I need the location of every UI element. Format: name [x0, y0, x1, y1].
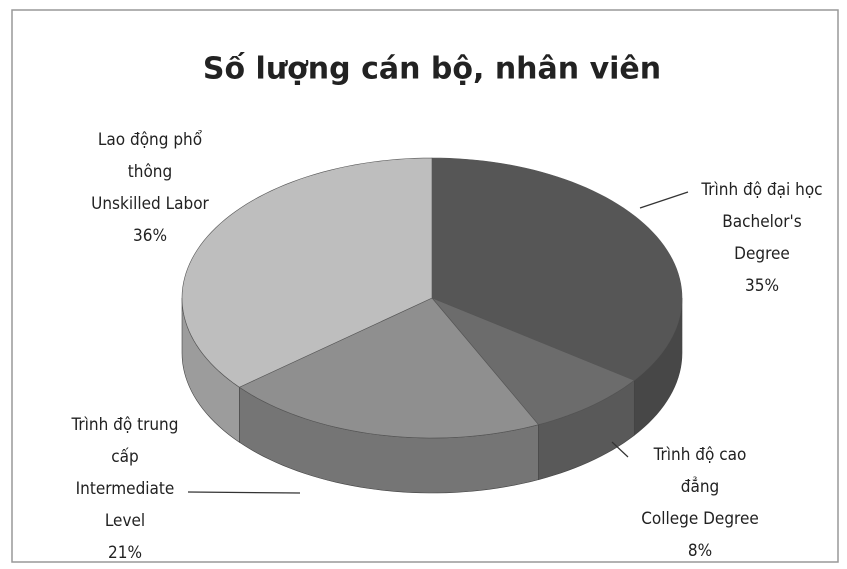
value-label: 8%	[688, 541, 712, 561]
slice-label: Trình độ đại học	[700, 180, 822, 200]
leader-line	[187, 491, 301, 494]
slice-label: đẳng	[681, 476, 720, 497]
slice-label: Degree	[734, 244, 790, 264]
slice-label: College Degree	[641, 509, 759, 529]
slice-label: Trình độ cao	[653, 445, 747, 465]
slice-label: Level	[105, 511, 145, 531]
slice-label: cấp	[111, 446, 139, 467]
leader-line	[639, 191, 689, 209]
slice	[238, 297, 539, 439]
slice	[181, 157, 433, 388]
slice-label: Trình độ trung	[71, 415, 179, 435]
slice-label: Bachelor's	[722, 212, 801, 232]
slice-label: thông	[128, 162, 172, 182]
slice-label: Intermediate	[76, 479, 175, 499]
slice-label: Lao động phổ	[98, 129, 203, 150]
leader-line	[611, 441, 629, 458]
slice-label: Unskilled Labor	[91, 194, 209, 214]
slice	[431, 297, 635, 426]
slice	[431, 157, 683, 381]
chart-title: Số lượng cán bộ, nhân viên	[203, 52, 661, 87]
value-label: 36%	[133, 226, 167, 246]
value-label: 35%	[745, 276, 779, 296]
value-label: 21%	[108, 543, 142, 563]
